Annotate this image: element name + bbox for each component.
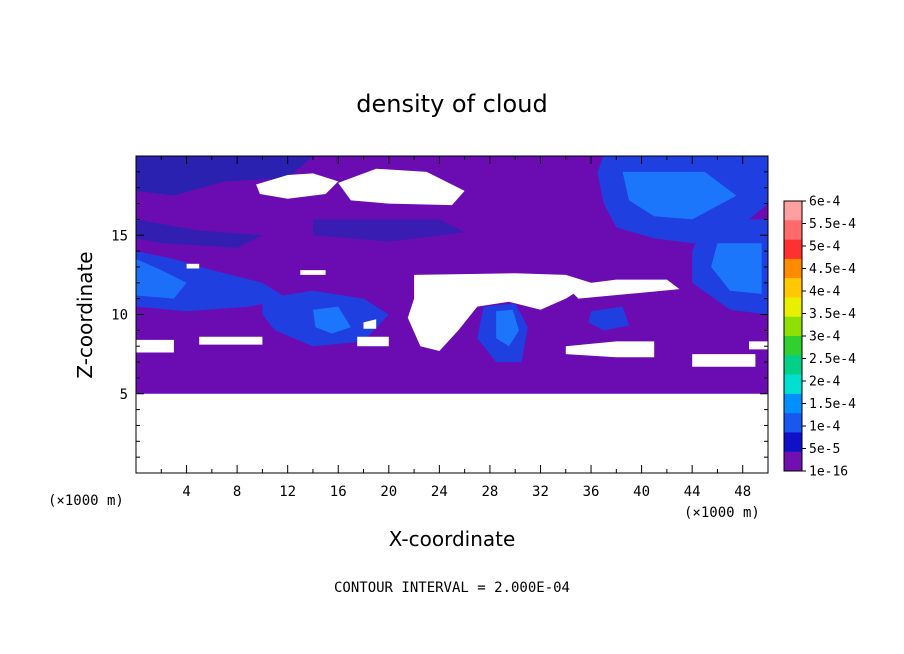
upper-band-left (136, 156, 313, 196)
colorbar-label: 6e-4 (809, 195, 840, 210)
colorbar-label: 4.5e-4 (809, 262, 856, 277)
contour-interval-footer: CONTOUR INTERVAL = 2.000E-04 (334, 580, 570, 596)
x-tick-label: 44 (684, 484, 701, 500)
colorbar-label: 1e-4 (809, 420, 840, 435)
colorbar-swatch (784, 413, 802, 433)
left-cloud-core (136, 259, 187, 299)
x-tick-label: 40 (633, 484, 650, 500)
mid-left-core (313, 306, 351, 334)
clear-patch-11 (692, 354, 756, 367)
colorbar-label: 3.5e-4 (809, 307, 856, 322)
colorbar-swatch (784, 432, 802, 453)
x-tick-label: 8 (233, 484, 241, 500)
y-tick-label: 10 (111, 308, 128, 324)
colorbar-label: 5.5e-4 (809, 217, 856, 232)
colorbar-label: 1.5e-4 (809, 397, 856, 412)
x-tick-label: 36 (583, 484, 600, 500)
x-tick-label: 4 (182, 484, 190, 500)
colorbar-swatch (784, 316, 802, 337)
colorbar-label: 1e-16 (809, 465, 848, 480)
colorbar-swatch (784, 336, 802, 356)
colorbar-swatch (784, 374, 802, 395)
upper-band-mid (136, 219, 263, 248)
x-axis-ticks: 4 8 12 16 20 24 28 32 36 40 44 48 (160, 156, 751, 500)
colorbar-swatch (784, 451, 802, 472)
clear-patch-2 (338, 168, 465, 206)
colorbar-swatch (784, 297, 802, 318)
x-tick-label: 32 (532, 484, 549, 500)
x-tick-label: 24 (431, 484, 448, 500)
x-unit-right: (×1000 m) (684, 505, 760, 521)
clear-patch-10 (565, 341, 655, 358)
clear-patch-8 (136, 339, 174, 353)
x-axis-label: X-coordinate (389, 527, 516, 551)
right-small-cloud (588, 306, 629, 331)
y-tick-label: 15 (111, 228, 128, 244)
top-strip (313, 219, 465, 242)
center-tower-core (496, 309, 519, 347)
clear-patch-9 (357, 336, 389, 347)
right-cloud-core (711, 243, 762, 294)
x-tick-label: 48 (734, 484, 751, 500)
y-axis-ticks: 5 10 15 (111, 171, 768, 458)
colorbar-swatch (784, 258, 802, 279)
clear-patch-1 (256, 173, 339, 199)
colorbar-label: 4e-4 (809, 285, 840, 300)
clear-patch-6 (186, 263, 200, 269)
x-tick-label: 12 (279, 484, 296, 500)
upper-right-core (622, 171, 737, 220)
chart-title: density of cloud (356, 90, 547, 118)
colorbar-label: 5e-5 (809, 442, 840, 457)
x-tick-label: 28 (481, 484, 498, 500)
x-unit-left: (×1000 m) (48, 493, 124, 509)
colorbar-label: 2.5e-4 (809, 352, 856, 367)
clear-patch-13 (749, 341, 768, 350)
y-tick-label: 5 (120, 387, 128, 403)
clear-patch-5 (300, 270, 326, 275)
colorbar-swatch (784, 393, 802, 414)
colorbar-label: 5e-4 (809, 240, 840, 255)
y-axis-label: Z-coordinate (73, 251, 97, 378)
density-field (136, 156, 768, 473)
colorbar-swatch (784, 239, 802, 260)
x-tick-label: 20 (380, 484, 397, 500)
colorbar-swatch (784, 201, 802, 221)
colorbar-label: 2e-4 (809, 375, 840, 390)
colorbar: 6e-4 5.5e-4 5e-4 4.5e-4 4e-4 3.5e-4 3e-4 2.5e-4… (783, 195, 856, 480)
clear-patch-3 (407, 273, 591, 351)
clear-patch-12 (363, 319, 377, 329)
x-tick-label: 16 (330, 484, 347, 500)
clear-patch-7 (199, 336, 263, 345)
colorbar-swatch (784, 355, 802, 375)
colorbar-swatch (784, 278, 802, 298)
colorbar-swatch (784, 220, 802, 240)
plot-area (135, 155, 769, 474)
colorbar-label: 3e-4 (809, 330, 840, 345)
clear-patch-4 (565, 279, 680, 299)
